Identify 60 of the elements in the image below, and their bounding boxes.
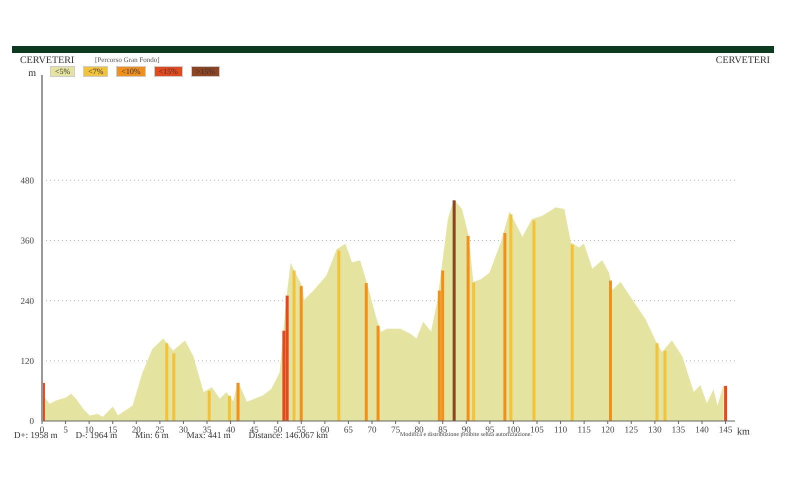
x-tick-label: 110 [554,424,568,434]
y-axis-title: m [28,68,36,80]
x-tick-label: 95 [485,424,495,434]
text: <7% [83,66,108,77]
x-tick-label: 25 [155,424,165,434]
bar [441,270,444,421]
bar [656,343,659,421]
x-axis-title: km [737,426,750,438]
text: >15% [190,66,220,77]
x-tick-label: 5 [63,424,68,434]
bar [503,232,506,421]
bar [228,396,231,421]
bar [532,220,536,421]
bar [236,382,240,421]
x-tick-label: 115 [578,424,592,434]
bar [286,296,289,421]
y-tick-label: 0 [30,416,34,426]
x-tick-label: 35 [202,424,212,434]
text: <10% [116,66,146,77]
text: <5% [50,66,76,77]
bar [300,286,303,421]
bar [466,236,470,421]
bar [472,282,476,421]
bar [364,283,368,421]
x-tick-label: 120 [600,424,615,434]
x-tick-label: 130 [648,424,662,434]
x-tick-label: 135 [672,424,686,434]
bar [724,386,728,421]
y-tick-label: 120 [20,356,34,366]
x-tick-label: 15 [108,424,118,434]
text: CERVETERI [716,55,770,66]
x-tick-label: 105 [530,424,544,434]
x-tick-label: 65 [344,424,354,434]
bar [608,280,612,421]
bar [570,244,574,421]
x-tick-label: 140 [695,424,710,434]
chart-title: CERVETERI [20,55,74,66]
bar [376,326,380,421]
bar [172,353,176,421]
x-tick-label: 40 [226,424,236,434]
bar [208,390,211,421]
y-tick-label: 240 [20,296,34,306]
x-tick-label: 50 [273,424,283,434]
x-tick-label: 30 [178,424,188,434]
bar [165,343,168,421]
bar [452,200,456,421]
bar [337,250,340,421]
x-tick-label: 45 [250,424,260,434]
bar [664,350,667,421]
x-tick-label: 145 [718,424,733,434]
x-tick-label: 10 [84,424,94,434]
x-tick-label: 125 [624,424,639,434]
x-tick-label: 70 [368,424,377,434]
text: <15% [154,66,183,77]
x-tick-label: 75 [391,424,401,434]
bar [509,214,512,421]
y-tick-label: 480 [20,176,34,186]
bar [292,270,296,421]
x-tick-label: 60 [320,424,330,434]
y-tick-label: 360 [20,236,34,246]
